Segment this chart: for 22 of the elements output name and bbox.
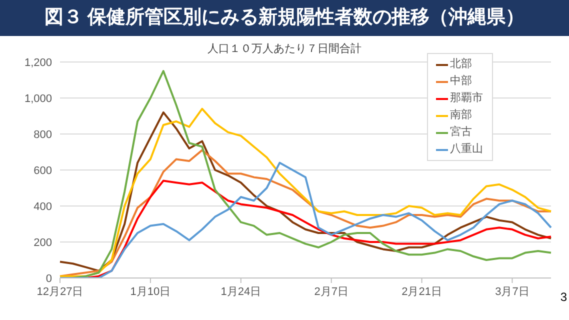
x-tick-label: 3月7日 xyxy=(495,286,530,298)
legend-label: 北部 xyxy=(450,56,472,72)
y-tick-label: 800 xyxy=(34,128,52,141)
x-tick-label: 1月10日 xyxy=(130,286,171,298)
legend-label: 那覇市 xyxy=(450,90,483,106)
x-tick-label: 2月7日 xyxy=(314,286,348,298)
legend-label: 中部 xyxy=(450,74,472,89)
legend-label: 南部 xyxy=(450,108,472,123)
chart-title: 図３ 保健所管区別にみる新規陽性者数の推移（沖縄県） xyxy=(0,0,569,36)
legend-label: 八重山 xyxy=(450,142,483,157)
y-tick-label: 400 xyxy=(34,200,52,213)
x-tick-label: 12月27日 xyxy=(36,286,84,298)
x-tick-label: 2月21日 xyxy=(402,286,442,298)
y-tick-label: 600 xyxy=(34,164,52,177)
chart-subtitle: 人口１０万人あたり７日間合計 xyxy=(206,42,362,56)
text: 3 xyxy=(560,290,567,304)
y-tick-label: 0 xyxy=(46,272,52,285)
y-tick-label: 1,000 xyxy=(24,92,52,105)
y-tick-label: 1,200 xyxy=(24,56,52,69)
legend-label: 宮古 xyxy=(450,124,472,140)
x-tick-label: 1月24日 xyxy=(220,286,262,298)
y-tick-label: 200 xyxy=(34,236,52,249)
